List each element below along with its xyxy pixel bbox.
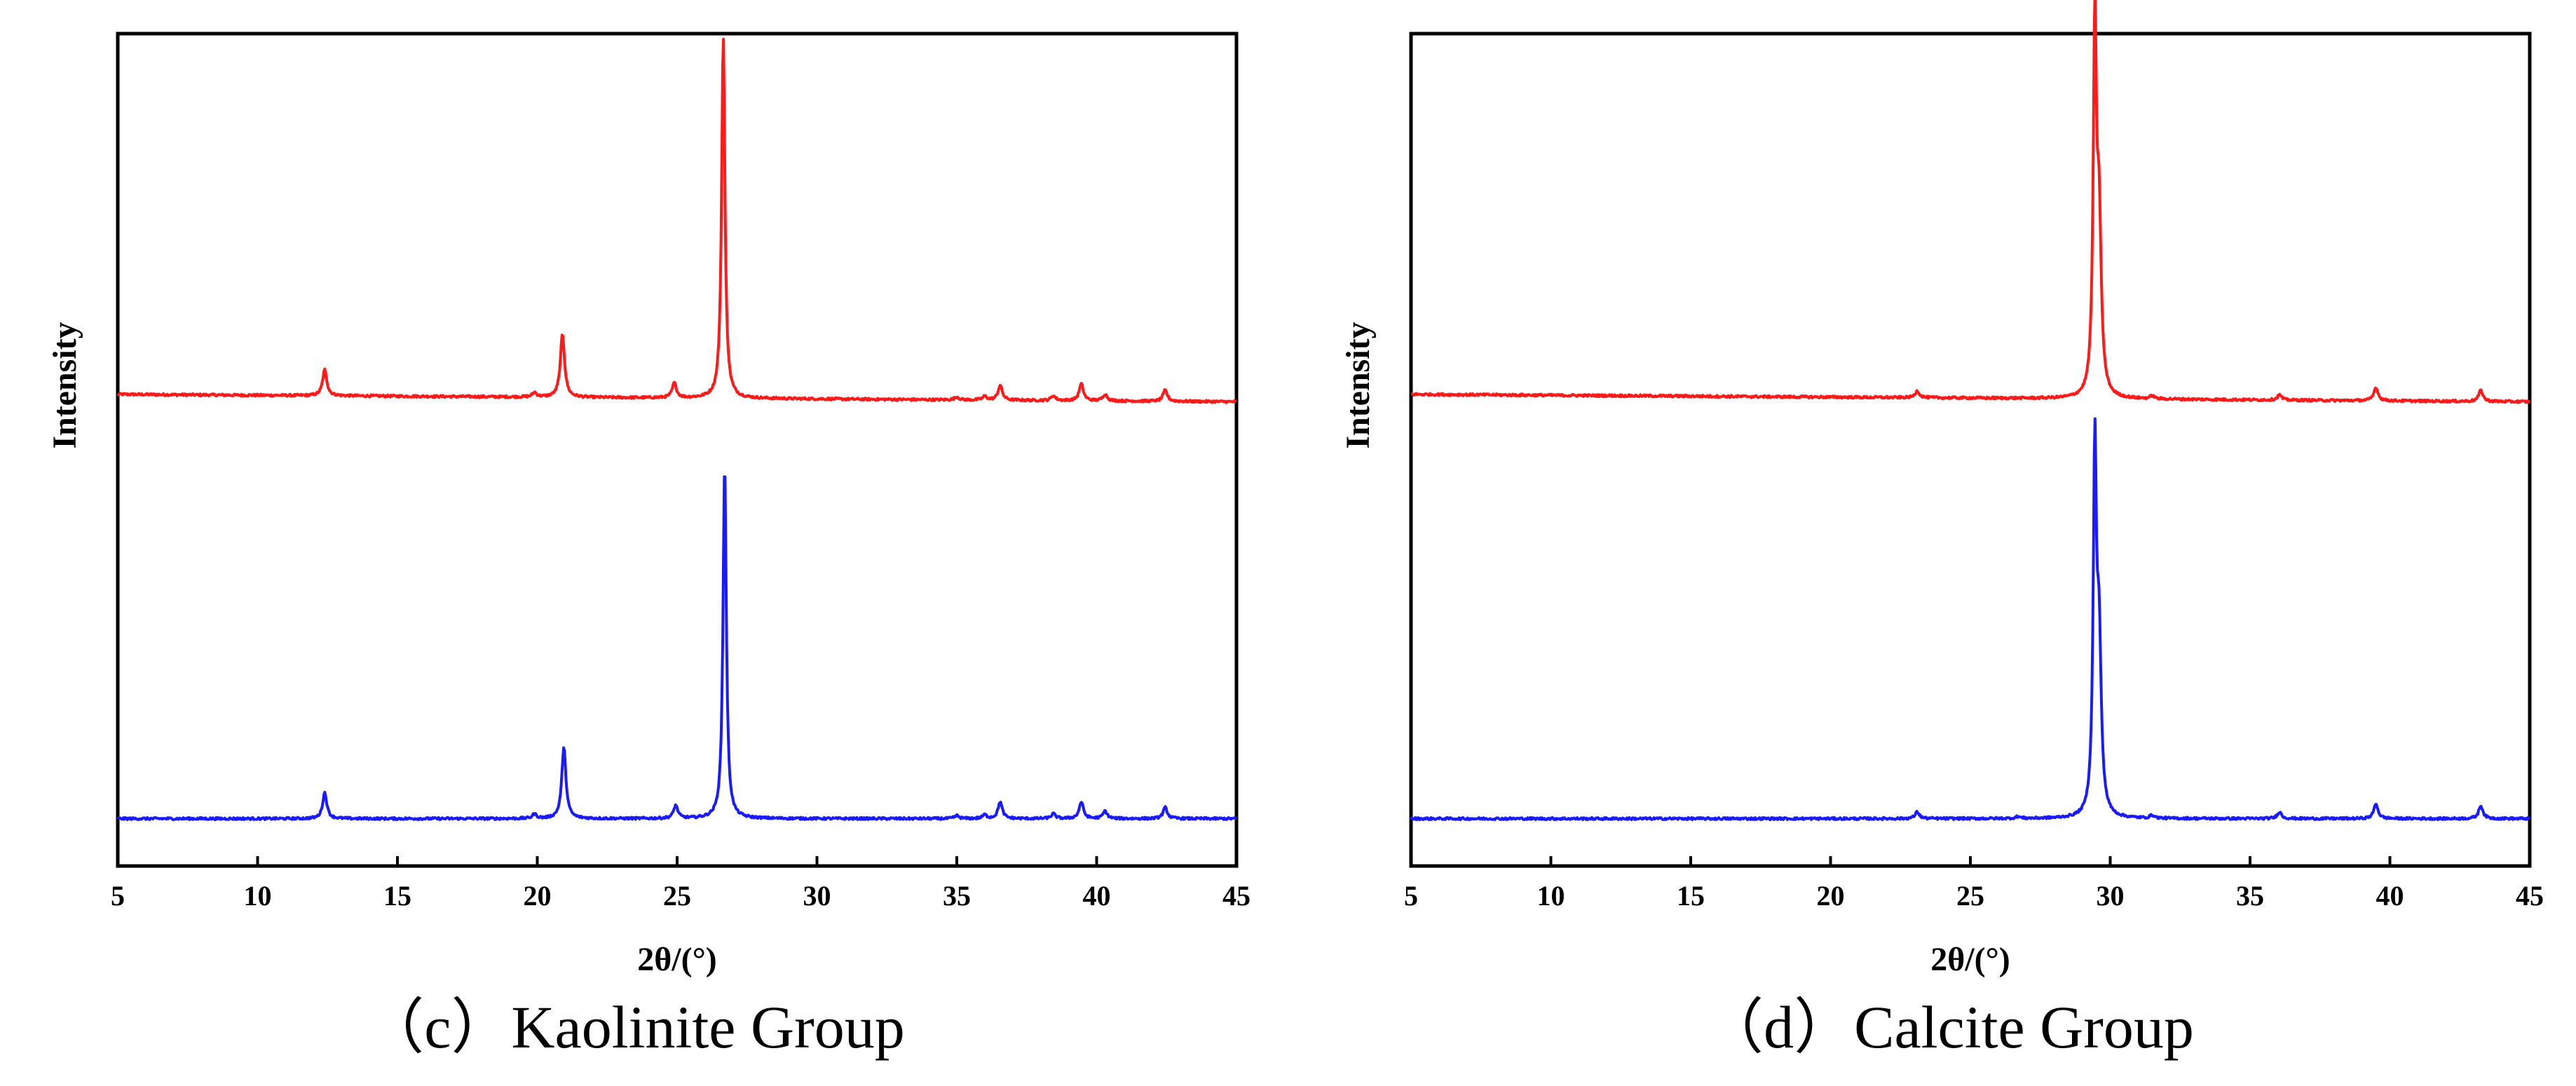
x-tick-label: 15	[383, 880, 411, 912]
x-tick-label: 35	[943, 880, 971, 912]
y-axis-label: Intensity	[46, 322, 83, 448]
x-tick-label: 25	[1956, 880, 1984, 912]
x-tick-label: 10	[244, 880, 272, 912]
panel-calcite: 5 10 15 20 25 30 35 40 45 Intensity 2θ/(°) （d）Ca…	[1340, 0, 2544, 1061]
x-tick-label: 30	[2097, 880, 2125, 912]
series-upper-line	[1410, 0, 2531, 404]
x-ticks: 5 10 15 20 25 30 35 40 45	[111, 856, 1250, 912]
x-axis-label: 2θ/(°)	[1930, 941, 2010, 978]
x-tick-label: 35	[2236, 880, 2264, 912]
x-tick-label: 15	[1677, 880, 1705, 912]
curves	[1410, 0, 2531, 821]
series-lower-line	[1410, 417, 2530, 821]
x-tick-label: 45	[1222, 880, 1250, 912]
curves	[116, 37, 1237, 821]
x-tick-label: 40	[2376, 880, 2404, 912]
x-tick-label: 40	[1083, 880, 1111, 912]
x-tick-label: 5	[1404, 880, 1418, 912]
panel-caption: （d）Calcite Group	[1703, 994, 2194, 1061]
plot-frame	[116, 32, 1239, 868]
x-tick-label: 45	[2516, 880, 2544, 912]
x-tick-label: 10	[1537, 880, 1565, 912]
x-tick-label: 20	[1817, 880, 1845, 912]
y-axis-label: Intensity	[1340, 322, 1377, 448]
series-lower-line	[116, 475, 1237, 821]
series-upper-line	[116, 37, 1237, 404]
x-tick-label: 25	[663, 880, 691, 912]
plot-frame	[1409, 32, 2532, 868]
x-ticks: 5 10 15 20 25 30 35 40 45	[1404, 856, 2544, 912]
x-tick-label: 5	[111, 880, 125, 912]
panel-kaolinite: 5 10 15 20 25 30 35 40 45 Intensity 2θ/(°) （c）Ka…	[46, 32, 1250, 1061]
panel-caption: （c）Kaolinite Group	[364, 994, 904, 1061]
x-tick-label: 30	[803, 880, 831, 912]
x-axis-label: 2θ/(°)	[637, 941, 717, 978]
x-tick-label: 20	[524, 880, 552, 912]
